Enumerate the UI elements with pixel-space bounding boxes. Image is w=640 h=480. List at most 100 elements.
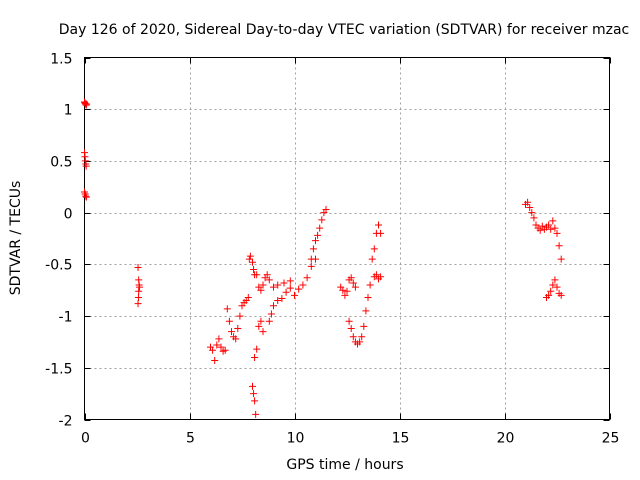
x-tick-label: 15	[392, 431, 410, 447]
data-point	[82, 193, 90, 201]
data-point	[265, 276, 273, 284]
y-tick-label: -2	[59, 414, 73, 430]
data-point	[314, 231, 322, 239]
data-point	[246, 252, 254, 260]
data-point	[312, 237, 319, 245]
data-point	[286, 284, 294, 292]
data-point	[364, 293, 372, 301]
data-point	[274, 281, 282, 289]
data-point	[553, 229, 561, 237]
grid-lines	[84, 57, 610, 420]
data-point	[263, 271, 271, 279]
data-point	[318, 216, 326, 224]
data-point	[309, 245, 317, 253]
data-point	[228, 328, 235, 336]
data-point	[351, 283, 359, 291]
data-point	[251, 353, 259, 361]
data-point	[295, 285, 303, 293]
y-tick-label: -1.5	[45, 362, 72, 378]
data-point	[251, 397, 259, 405]
data-point	[349, 279, 357, 287]
y-tick-label: 0	[64, 207, 73, 223]
y-axis-label: SDTVAR / TECUs	[8, 181, 24, 296]
x-tick-labels: 0 5 10 15 20 25	[81, 431, 619, 447]
data-point	[280, 279, 288, 287]
data-point	[252, 410, 260, 418]
data-point	[547, 287, 555, 295]
data-point	[236, 312, 244, 320]
data-point	[215, 335, 223, 343]
data-point	[257, 286, 265, 294]
data-point	[134, 263, 142, 271]
data-point	[370, 245, 378, 253]
data-point	[278, 294, 286, 302]
data-point	[250, 266, 258, 274]
data-point	[547, 225, 555, 233]
x-tick-label: 20	[497, 431, 515, 447]
y-tick-labels: 1.5 1 0.5 0 -0.5 -1 -1.5 -2	[45, 52, 72, 430]
data-point	[549, 217, 557, 225]
data-point	[377, 229, 385, 237]
data-point	[530, 214, 538, 222]
x-axis-label: GPS time / hours	[286, 457, 403, 473]
data-point	[270, 283, 277, 291]
data-point	[257, 317, 265, 325]
data-point	[299, 281, 307, 289]
data-point	[347, 274, 355, 282]
data-point	[259, 281, 267, 289]
data-point	[551, 276, 559, 284]
data-point	[134, 300, 142, 308]
data-point	[82, 192, 90, 200]
data-point	[234, 324, 242, 332]
data-point	[316, 224, 324, 232]
data-point	[303, 274, 311, 282]
data-point	[286, 277, 294, 285]
x-tick-label: 25	[602, 431, 620, 447]
data-points	[81, 98, 565, 418]
data-point	[259, 328, 267, 336]
data-point	[360, 322, 368, 330]
data-point	[358, 333, 366, 341]
data-point	[267, 310, 275, 318]
chart-title: Day 126 of 2020, Sidereal Day-to-day VTE…	[59, 22, 629, 38]
data-point	[553, 283, 561, 291]
data-point	[253, 271, 261, 279]
data-point	[362, 307, 370, 315]
data-point	[347, 324, 355, 332]
x-tick-label: 0	[81, 431, 90, 447]
data-point	[528, 209, 536, 217]
data-point	[551, 224, 559, 232]
data-point	[545, 221, 553, 229]
y-tick-label: 1.5	[50, 52, 72, 68]
data-point	[209, 346, 217, 354]
data-point	[356, 338, 364, 346]
data-point	[372, 271, 380, 279]
data-point	[345, 317, 353, 325]
data-point	[213, 341, 221, 349]
data-point	[545, 291, 553, 299]
data-point	[341, 291, 349, 299]
data-point	[134, 293, 142, 301]
data-point	[270, 302, 277, 310]
data-point	[253, 345, 261, 353]
data-point	[225, 317, 233, 325]
data-point	[282, 288, 290, 296]
data-point	[211, 357, 219, 365]
data-point	[524, 198, 532, 206]
data-point	[221, 346, 229, 354]
data-point	[375, 221, 382, 229]
data-point	[135, 287, 143, 295]
data-point	[377, 273, 385, 281]
data-point	[244, 293, 252, 301]
data-point	[223, 305, 231, 313]
data-point	[136, 283, 144, 291]
data-point	[549, 281, 557, 289]
data-point	[555, 242, 563, 250]
data-point	[557, 255, 565, 263]
data-point	[82, 162, 90, 170]
plot-frame	[84, 57, 610, 420]
data-point	[232, 335, 240, 343]
data-point	[249, 382, 256, 390]
data-point	[526, 203, 534, 211]
